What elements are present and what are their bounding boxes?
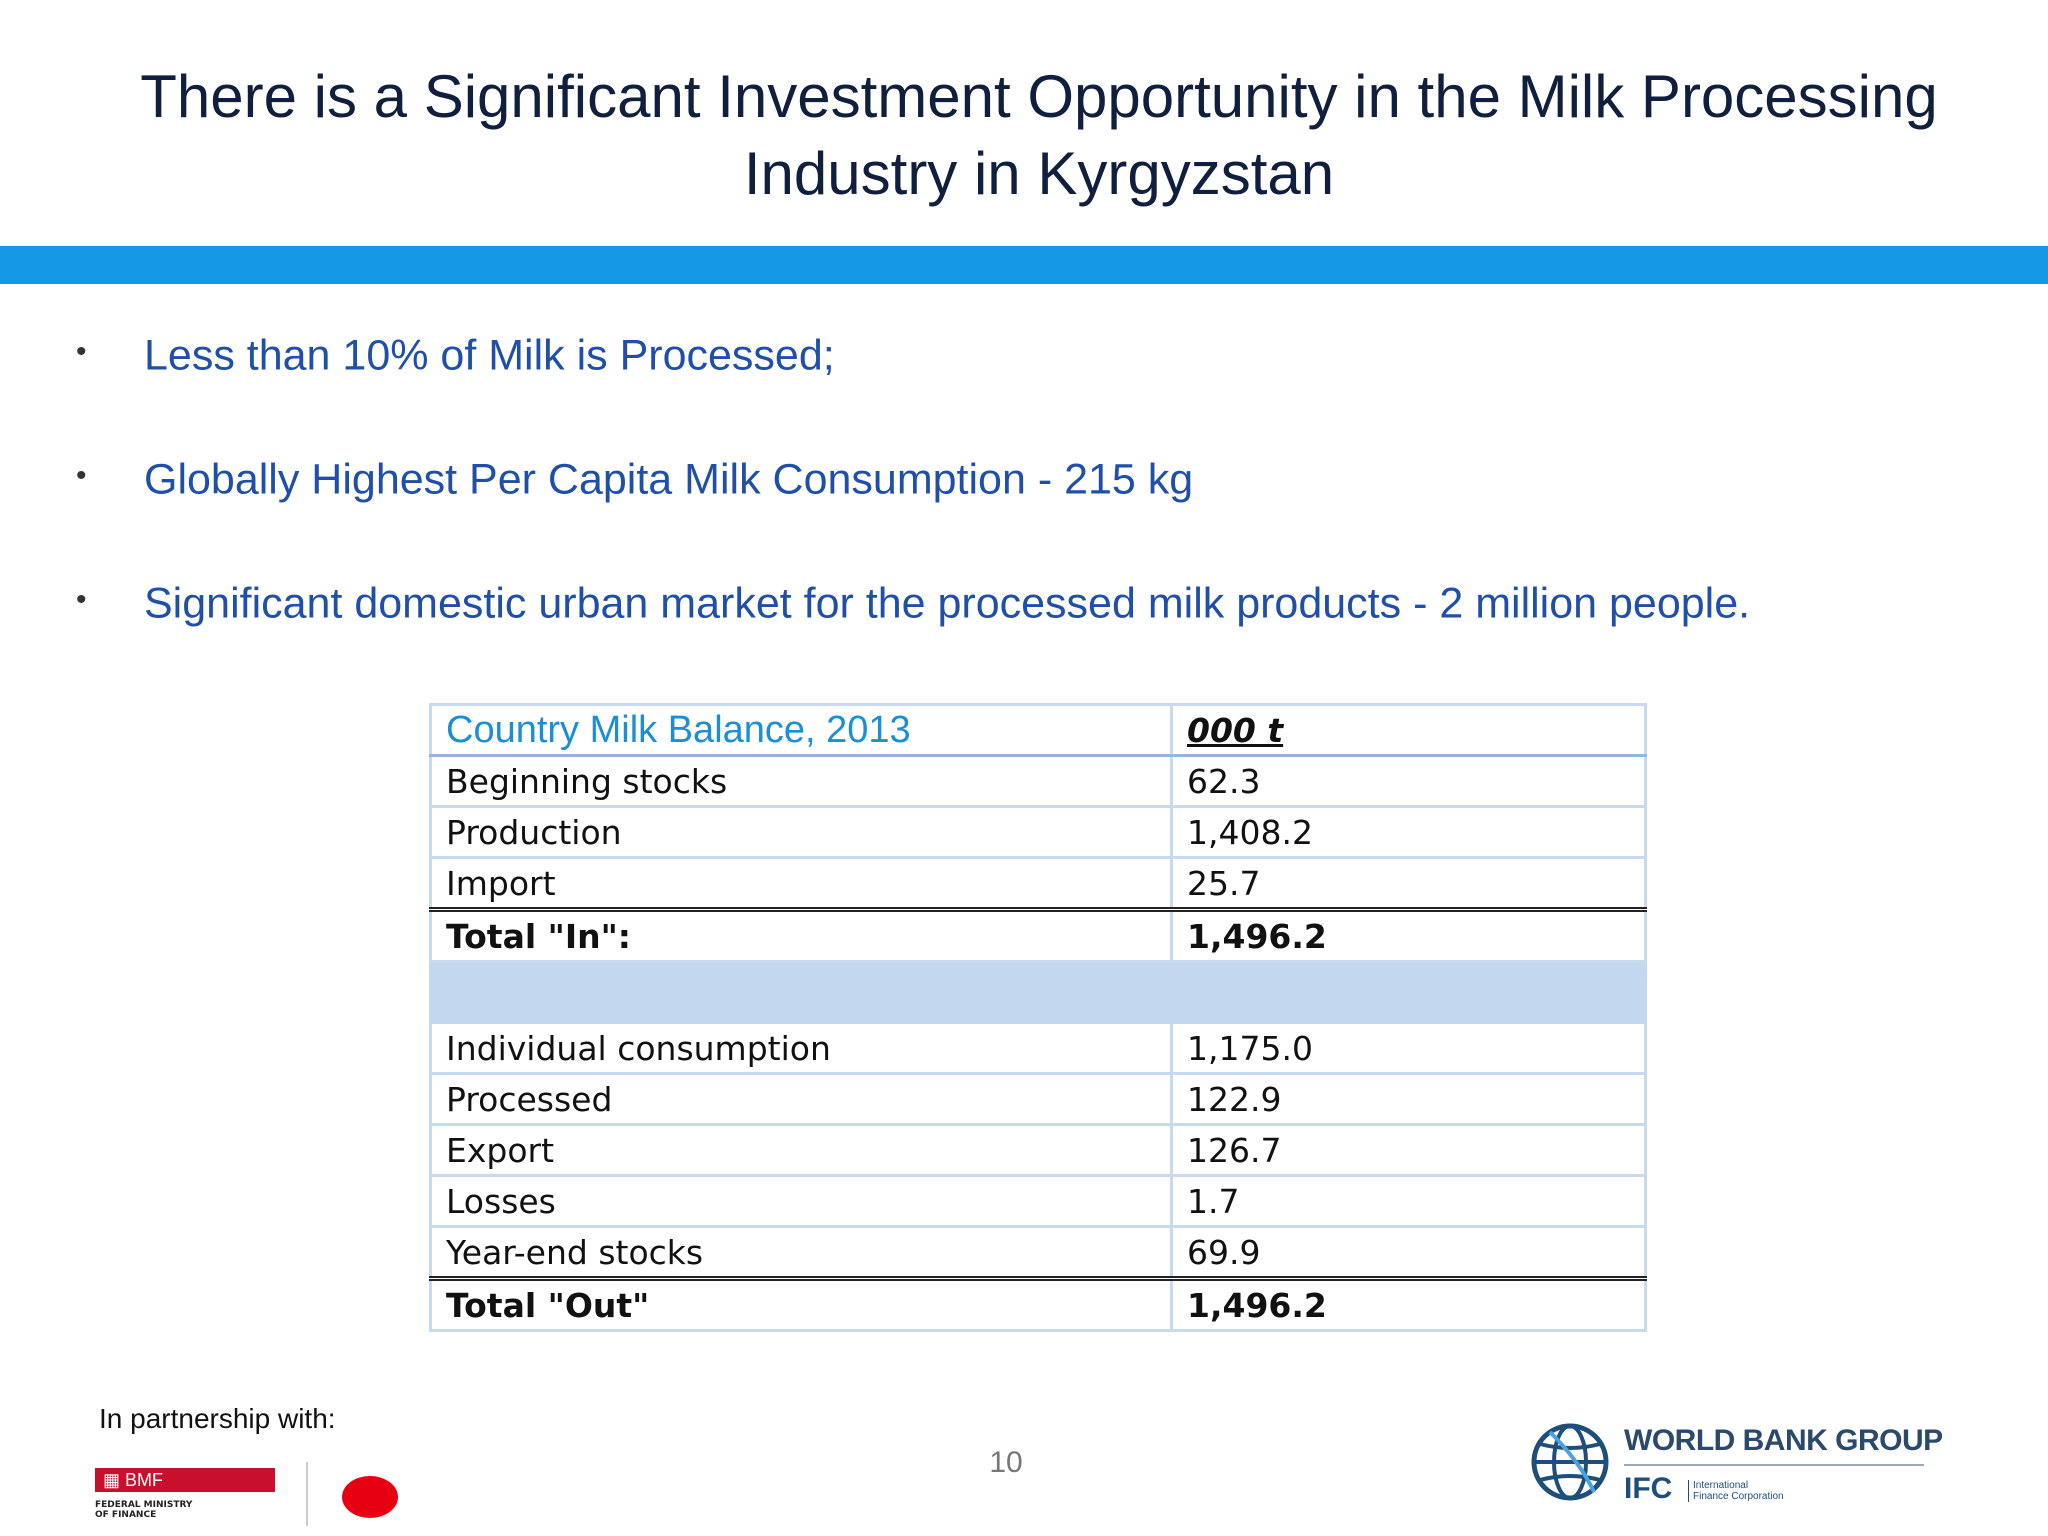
slide-title: There is a Significant Investment Opport… [140, 63, 1938, 207]
table-header-row: Country Milk Balance, 2013 000 t [429, 703, 1647, 757]
table-row: Losses 1.7 [429, 1174, 1647, 1228]
row-label: Total "In": [429, 907, 1173, 963]
row-label: Production [429, 805, 1173, 859]
red-circle-logo-icon [342, 1476, 398, 1518]
bmf-logo-bar: ▦ BMF [95, 1468, 275, 1492]
bmf-logo-subtitle: FEDERAL MINISTRY OF FINANCE [95, 1500, 193, 1520]
row-label: Processed [429, 1072, 1173, 1126]
bullet-text: Less than 10% of Milk is Processed; [144, 331, 835, 380]
row-value: 122.9 [1170, 1072, 1647, 1126]
table-unit: 000 t [1170, 703, 1647, 757]
row-value: 62.3 [1170, 754, 1647, 808]
row-value: 1,496.2 [1170, 907, 1647, 963]
row-label: Beginning stocks [429, 754, 1173, 808]
row-label: Import [429, 856, 1173, 911]
wbg-rule [1624, 1464, 1924, 1466]
table-row: Processed 122.9 [429, 1072, 1647, 1126]
table-row: Year-end stocks 69.9 [429, 1225, 1647, 1280]
title-accent-bar [0, 246, 2048, 284]
table-row: Individual consumption 1,175.0 [429, 1021, 1647, 1075]
table-row: Export 126.7 [429, 1123, 1647, 1177]
bullet-marker: • [76, 582, 87, 616]
world-bank-group-logo: WORLD BANK GROUP IFC International Finan… [1530, 1418, 1950, 1518]
row-value: 126.7 [1170, 1123, 1647, 1177]
table-row: Import 25.7 [429, 856, 1647, 911]
page-number: 10 [989, 1446, 1023, 1479]
row-value: 1,175.0 [1170, 1021, 1647, 1075]
row-value: 69.9 [1170, 1225, 1647, 1280]
milk-balance-table: Country Milk Balance, 2013 000 t Beginni… [429, 703, 1647, 1332]
row-label: Individual consumption [429, 1021, 1173, 1075]
bullet-item: • Globally Highest Per Capita Milk Consum… [76, 451, 1193, 506]
bullet-item: • Significant domestic urban market for t… [76, 575, 1750, 630]
row-label: Export [429, 1123, 1173, 1177]
wbg-name: WORLD BANK GROUP [1624, 1424, 1943, 1457]
total-in-row: Total "In": 1,496.2 [429, 907, 1647, 963]
logo-separator [306, 1462, 308, 1526]
globe-icon [1531, 1423, 1609, 1501]
row-value: 1,496.2 [1170, 1276, 1647, 1332]
row-value: 25.7 [1170, 856, 1647, 911]
bullet-text: Significant domestic urban market for th… [144, 579, 1751, 628]
row-value: 1.7 [1170, 1174, 1647, 1228]
row-label: Total "Out" [429, 1276, 1173, 1332]
ifc-subtitle: International Finance Corporation [1688, 1480, 1784, 1502]
bmf-logo: ▦ BMF FEDERAL MINISTRY OF FINANCE [95, 1468, 275, 1520]
table-row: Production 1,408.2 [429, 805, 1647, 859]
table-row: Beginning stocks 62.3 [429, 754, 1647, 808]
bmf-logo-text: BMF [125, 1470, 164, 1490]
bullet-marker: • [76, 458, 87, 492]
bullet-marker: • [76, 334, 87, 368]
spacer-cell [429, 960, 1173, 1024]
spacer-cell [1170, 960, 1647, 1024]
bullet-item: • Less than 10% of Milk is Processed; [76, 327, 835, 382]
ifc-name: IFC [1624, 1472, 1673, 1505]
row-label: Year-end stocks [429, 1225, 1173, 1280]
row-label: Losses [429, 1174, 1173, 1228]
table-spacer-row [429, 960, 1647, 1024]
bullet-text: Globally Highest Per Capita Milk Consump… [144, 455, 1194, 504]
table-title: Country Milk Balance, 2013 [429, 703, 1173, 757]
partnership-label: In partnership with: [99, 1403, 336, 1434]
total-out-row: Total "Out" 1,496.2 [429, 1276, 1647, 1332]
row-value: 1,408.2 [1170, 805, 1647, 859]
eagle-icon: ▦ [103, 1470, 126, 1490]
